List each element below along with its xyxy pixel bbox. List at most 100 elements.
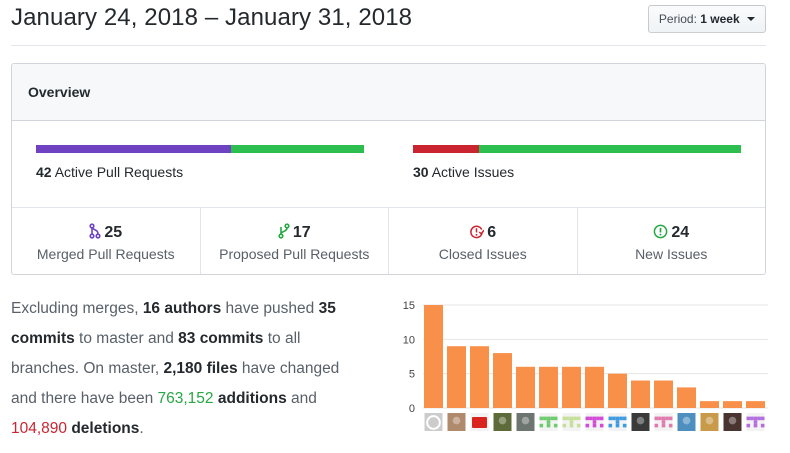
bar [447, 346, 466, 408]
identicon-cell [599, 416, 604, 421]
identicon-cell [546, 423, 551, 428]
active-pull-requests-count: 42 [36, 164, 52, 180]
identicon-cell [661, 420, 666, 424]
identicon-cell [615, 416, 620, 421]
stat-new-issues[interactable]: 24 New Issues [576, 208, 766, 274]
identicon-cell [592, 420, 597, 424]
identicon-cell [562, 423, 567, 428]
github-octocat-icon [426, 415, 441, 430]
merged-pull-requests-label: Merged Pull Requests [36, 246, 175, 262]
identicon-cell [539, 416, 544, 421]
closed-issues-label: Closed Issues [438, 246, 527, 262]
bar [677, 387, 696, 408]
issue-opened-icon [654, 224, 668, 239]
master-commits-count: 35 commits [11, 300, 336, 347]
page-title: January 24, 2018 – January 31, 2018 [11, 4, 413, 31]
identicon-cell [608, 423, 613, 428]
identicon-cell [592, 423, 597, 428]
avatar-photo [677, 413, 696, 431]
identicon-cell [753, 420, 758, 424]
identicon-cell [668, 416, 673, 421]
y-tick-label: 5 [409, 369, 415, 381]
identicon-cell [665, 416, 669, 421]
pull-requests-progress-bar [36, 145, 364, 153]
stat-proposed-pull-requests[interactable]: 17 Proposed Pull Requests [199, 208, 389, 274]
y-tick-label: 15 [403, 300, 415, 312]
identicon-cell [550, 416, 554, 421]
avatar-photo [723, 413, 742, 431]
identicon-cell [589, 416, 593, 421]
files-changed-count: 2,180 files [163, 360, 238, 377]
bar [470, 346, 489, 408]
y-tick-label: 10 [403, 334, 415, 346]
identicon-cell [760, 423, 765, 428]
identicon-cell [654, 423, 659, 428]
closed-issues-value: 6 [487, 224, 497, 241]
git-merge-icon [89, 223, 101, 239]
avatar-photo [516, 413, 535, 431]
avatar-face [636, 416, 645, 425]
identicon-cell [576, 423, 581, 428]
identicon-cell [546, 420, 551, 424]
identicon-cell [612, 416, 616, 421]
page-header: January 24, 2018 – January 31, 2018 Peri… [11, 0, 766, 46]
identicon-cell [553, 423, 558, 428]
merged-segment [36, 145, 232, 153]
identicon-cell [661, 423, 666, 428]
identicon-cell [569, 420, 574, 424]
new-issues-label: New Issues [635, 246, 708, 262]
commits-summary-text: Excluding merges, 16 authors have pushed… [11, 300, 340, 437]
avatar-photo [447, 413, 466, 431]
identicon-cell [746, 423, 751, 428]
identicon-cell [622, 416, 627, 421]
bar [516, 366, 535, 408]
identicon-cell [553, 416, 558, 421]
overview-summary: 42 Active Pull Requests 30 Active Issues [12, 121, 765, 208]
identicon-cell [760, 416, 765, 421]
bar [539, 366, 558, 408]
y-tick-label: 0 [409, 403, 415, 415]
identicon-cell [619, 416, 623, 421]
additions-count: 763,152 [157, 390, 214, 407]
bar [608, 373, 627, 408]
identicon-cell [750, 416, 754, 421]
identicon-cell [658, 416, 662, 421]
bar [746, 401, 765, 408]
avatar-face [452, 416, 461, 425]
commits-chart-svg: 0 5 10 15 [403, 300, 768, 431]
proposed-segment [231, 145, 364, 153]
identicon-cell [599, 423, 604, 428]
identicon-cell [668, 423, 673, 428]
identicon-cell [576, 416, 581, 421]
avatar-photo [493, 413, 512, 431]
avatar-face [705, 416, 714, 425]
new-issues-value: 24 [671, 224, 690, 241]
overview-title: Overview [12, 64, 765, 121]
overview-stats: 25 Merged Pull Requests 17 Proposed Pull… [12, 208, 765, 274]
period-value: 1 week [700, 12, 740, 26]
avatar-face [728, 416, 737, 425]
identicon-cell [562, 416, 567, 421]
avatar-face [521, 416, 530, 425]
overview-panel: Overview 42 Active Pull Requests 30 Acti… [11, 63, 766, 275]
active-issues-label: Active Issues [431, 164, 515, 180]
period-select-button[interactable]: Period: 1 week [647, 5, 766, 33]
identicon-cell [753, 416, 758, 421]
identicon-cell [622, 423, 627, 428]
all-commits-count: 83 commits [178, 330, 264, 347]
identicon-cell [546, 416, 551, 421]
bar [723, 401, 742, 408]
avatar-face [682, 416, 691, 425]
identicon-cell [569, 416, 574, 421]
stat-closed-issues[interactable]: 6 Closed Issues [388, 208, 577, 274]
identicon-cell [566, 416, 570, 421]
identicon-cell [615, 423, 620, 428]
identicon-cell [757, 416, 761, 421]
identicon-cell [543, 416, 547, 421]
identicon-cell [746, 416, 751, 421]
identicon-cell [569, 423, 574, 428]
stat-merged-pull-requests[interactable]: 25 Merged Pull Requests [12, 208, 200, 274]
caret-down-icon [747, 17, 755, 21]
issue-closed-icon [470, 225, 485, 239]
deletions-count: 104,890 [11, 420, 68, 437]
